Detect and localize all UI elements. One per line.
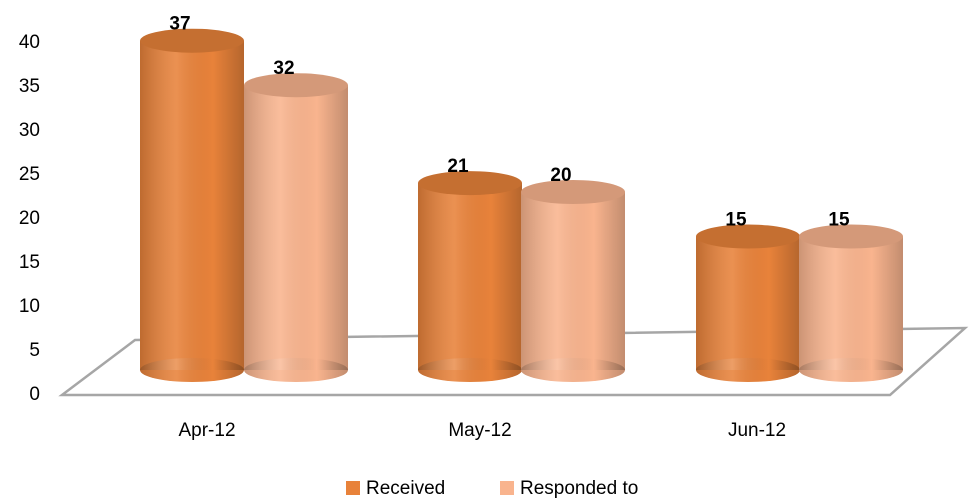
- data-label: 15: [828, 210, 850, 231]
- cylinder-top: [521, 180, 625, 204]
- cylinder-top: [799, 224, 903, 249]
- cylinder-top: [244, 73, 348, 98]
- cylinder-body-shade: [521, 192, 625, 370]
- floor: [58, 326, 969, 397]
- data-label: 32: [273, 58, 294, 79]
- cylinder-top: [696, 224, 800, 249]
- y-tick-label: 0: [29, 384, 40, 405]
- cylinder-body-shade: [696, 236, 800, 370]
- y-tick-label: 5: [29, 340, 40, 361]
- y-tick-label: 35: [19, 76, 40, 97]
- cylinder: [521, 180, 625, 382]
- data-label: 15: [725, 210, 747, 231]
- legend-label: Responded to: [520, 478, 638, 499]
- cylinder-top: [418, 171, 522, 196]
- cylinder-body-shade: [799, 236, 903, 370]
- x-tick-label: Apr-12: [178, 420, 235, 441]
- x-tick-label: Jun-12: [728, 420, 786, 441]
- data-label: 20: [550, 165, 571, 186]
- cylinder-top: [140, 28, 244, 53]
- y-tick-label: 25: [19, 164, 40, 185]
- cylinder: [799, 224, 903, 382]
- legend-swatch: [500, 481, 514, 495]
- y-tick-label: 20: [19, 208, 40, 229]
- cylinder-body-shade: [418, 183, 522, 370]
- cylinder: [418, 171, 522, 382]
- data-label: 37: [169, 14, 190, 35]
- y-tick-label: 15: [19, 252, 40, 273]
- y-tick-label: 10: [19, 296, 40, 317]
- cylinder-body-shade: [140, 40, 244, 370]
- cylinder: [140, 28, 244, 382]
- y-tick-label: 40: [19, 32, 40, 53]
- cylinder: [244, 73, 348, 382]
- data-label: 21: [447, 156, 469, 177]
- cylinder: [696, 224, 800, 382]
- y-tick-label: 30: [19, 120, 40, 141]
- legend-label: Received: [366, 478, 445, 499]
- cylinder-body-shade: [244, 85, 348, 370]
- legend-swatch: [346, 481, 360, 495]
- x-tick-label: May-12: [448, 420, 511, 441]
